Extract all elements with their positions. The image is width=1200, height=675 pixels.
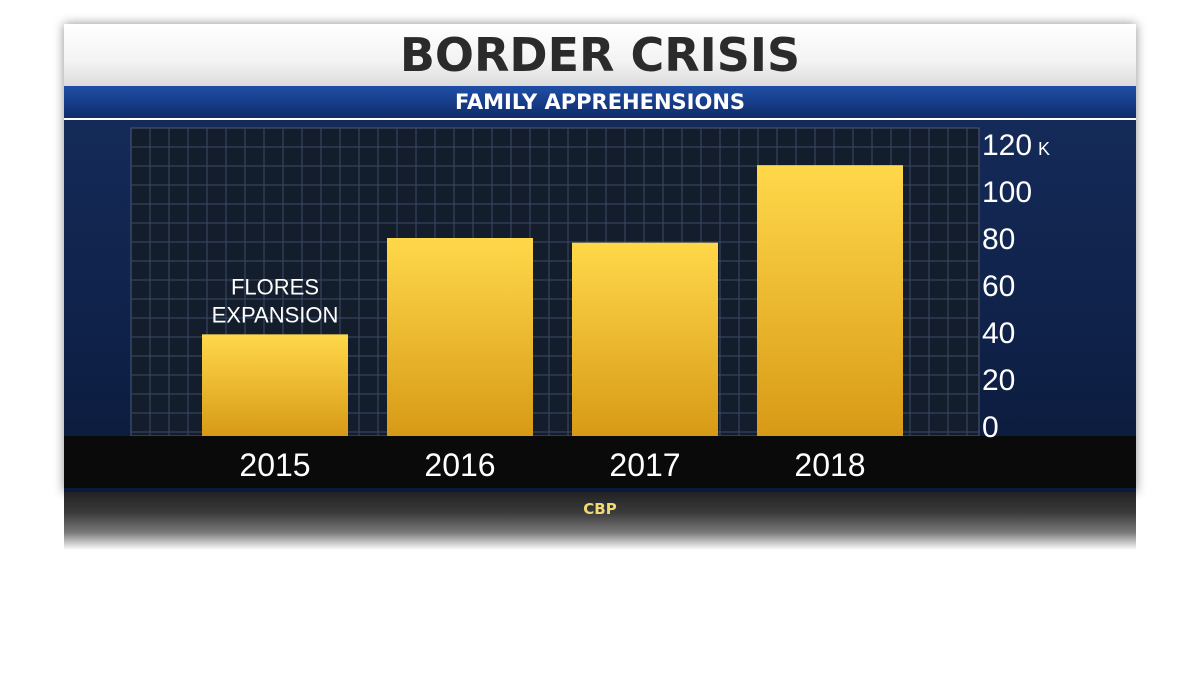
chart-card: BORDER CRISIS FAMILY APPREHENSIONS 2015 2… bbox=[64, 24, 1136, 492]
subtitle-bar: FAMILY APPREHENSIONS bbox=[64, 86, 1136, 118]
annotation-text: EXPANSION bbox=[212, 302, 339, 327]
bar-2017 bbox=[572, 242, 718, 436]
x-axis-band bbox=[64, 436, 1136, 488]
bar-chart: 2015 2016 2017 2018 FLORES EXPANSION 0 20 40 60 80… bbox=[64, 127, 1136, 488]
y-tick-label: 20 bbox=[982, 364, 1015, 397]
x-tick-label: 2018 bbox=[794, 447, 865, 483]
chart-title: BORDER CRISIS bbox=[399, 28, 801, 82]
chart-subtitle: FAMILY APPREHENSIONS bbox=[454, 90, 746, 114]
y-tick-label: 80 bbox=[982, 223, 1015, 256]
y-tick-label: 120 bbox=[982, 129, 1032, 162]
chart-area: 2015 2016 2017 2018 FLORES EXPANSION 0 20 40 60 80… bbox=[64, 120, 1136, 492]
y-tick-label: 0 bbox=[982, 411, 999, 444]
y-tick-label: 100 bbox=[982, 176, 1032, 209]
y-unit-label: K bbox=[1038, 139, 1050, 159]
source-label: CBP bbox=[583, 500, 617, 518]
x-tick-label: 2017 bbox=[609, 447, 680, 483]
y-tick-label: 60 bbox=[982, 270, 1015, 303]
y-tick-label: 40 bbox=[982, 317, 1015, 350]
bar-2016 bbox=[387, 238, 533, 436]
title-bar: BORDER CRISIS bbox=[64, 24, 1136, 86]
source-bar: CBP bbox=[64, 492, 1136, 550]
x-tick-label: 2016 bbox=[424, 447, 495, 483]
bar-2018 bbox=[757, 165, 903, 436]
x-tick-label: 2015 bbox=[239, 447, 310, 483]
annotation-text: FLORES bbox=[231, 274, 319, 299]
bar-2015 bbox=[202, 334, 348, 436]
